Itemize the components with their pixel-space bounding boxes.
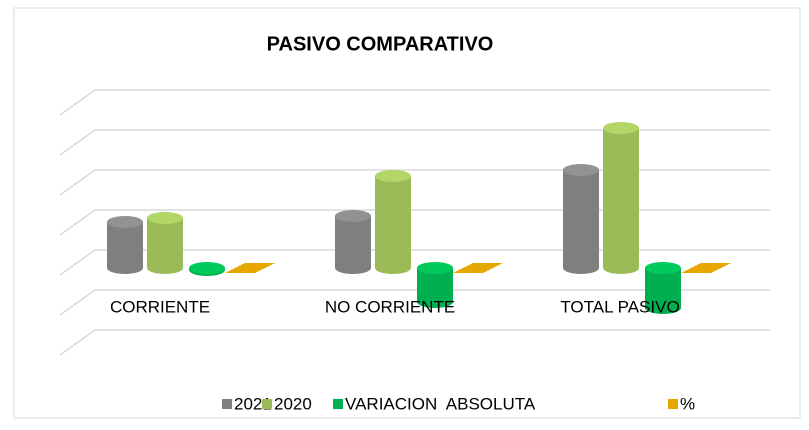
grid-line — [59, 169, 770, 196]
bar-top — [107, 216, 143, 228]
bar-top — [563, 164, 599, 176]
bar-body — [107, 222, 143, 274]
bar-body — [563, 170, 599, 274]
bar-top — [147, 212, 183, 224]
bar-top — [417, 262, 453, 274]
chart-title: PASIVO COMPARATIVO — [267, 33, 494, 55]
x-tick-label: NO CORRIENTE — [325, 297, 455, 316]
grid-line — [59, 329, 770, 356]
bar — [107, 216, 143, 274]
bar-face — [681, 263, 731, 273]
bar-face — [453, 263, 503, 273]
bar — [417, 262, 453, 308]
grid-line — [59, 89, 770, 116]
bar-body — [335, 216, 371, 274]
legend-swatch — [222, 399, 232, 409]
bar-top — [375, 170, 411, 182]
bar — [681, 263, 731, 273]
bar — [375, 170, 411, 274]
bar — [603, 122, 639, 274]
bar — [645, 262, 681, 314]
legend-swatch — [333, 399, 343, 409]
bar — [225, 263, 275, 273]
x-tick-label: CORRIENTE — [110, 297, 210, 316]
bar — [335, 210, 371, 274]
bar-face — [225, 263, 275, 273]
bar — [147, 212, 183, 274]
bar-body — [375, 176, 411, 274]
grid-line — [59, 249, 770, 276]
bar-body — [147, 218, 183, 274]
legend-label: 2020 — [274, 394, 312, 413]
legend-label: % — [680, 394, 695, 413]
bar-top — [645, 262, 681, 274]
bar-body — [645, 268, 681, 314]
bar-body — [603, 128, 639, 274]
legend-swatch — [262, 399, 272, 409]
grid-line — [59, 209, 770, 236]
legend-label: VARIACION ABSOLUTA — [345, 394, 536, 413]
legend-swatch — [668, 399, 678, 409]
bar-top — [603, 122, 639, 134]
bar-top — [335, 210, 371, 222]
x-tick-label: TOTAL PASIVO — [560, 297, 679, 316]
bar-top — [189, 262, 225, 274]
bar — [453, 263, 503, 273]
bar — [189, 262, 225, 276]
bar-body — [417, 268, 453, 308]
grid-line — [59, 289, 770, 316]
grid-line — [59, 129, 770, 156]
bar — [563, 164, 599, 274]
